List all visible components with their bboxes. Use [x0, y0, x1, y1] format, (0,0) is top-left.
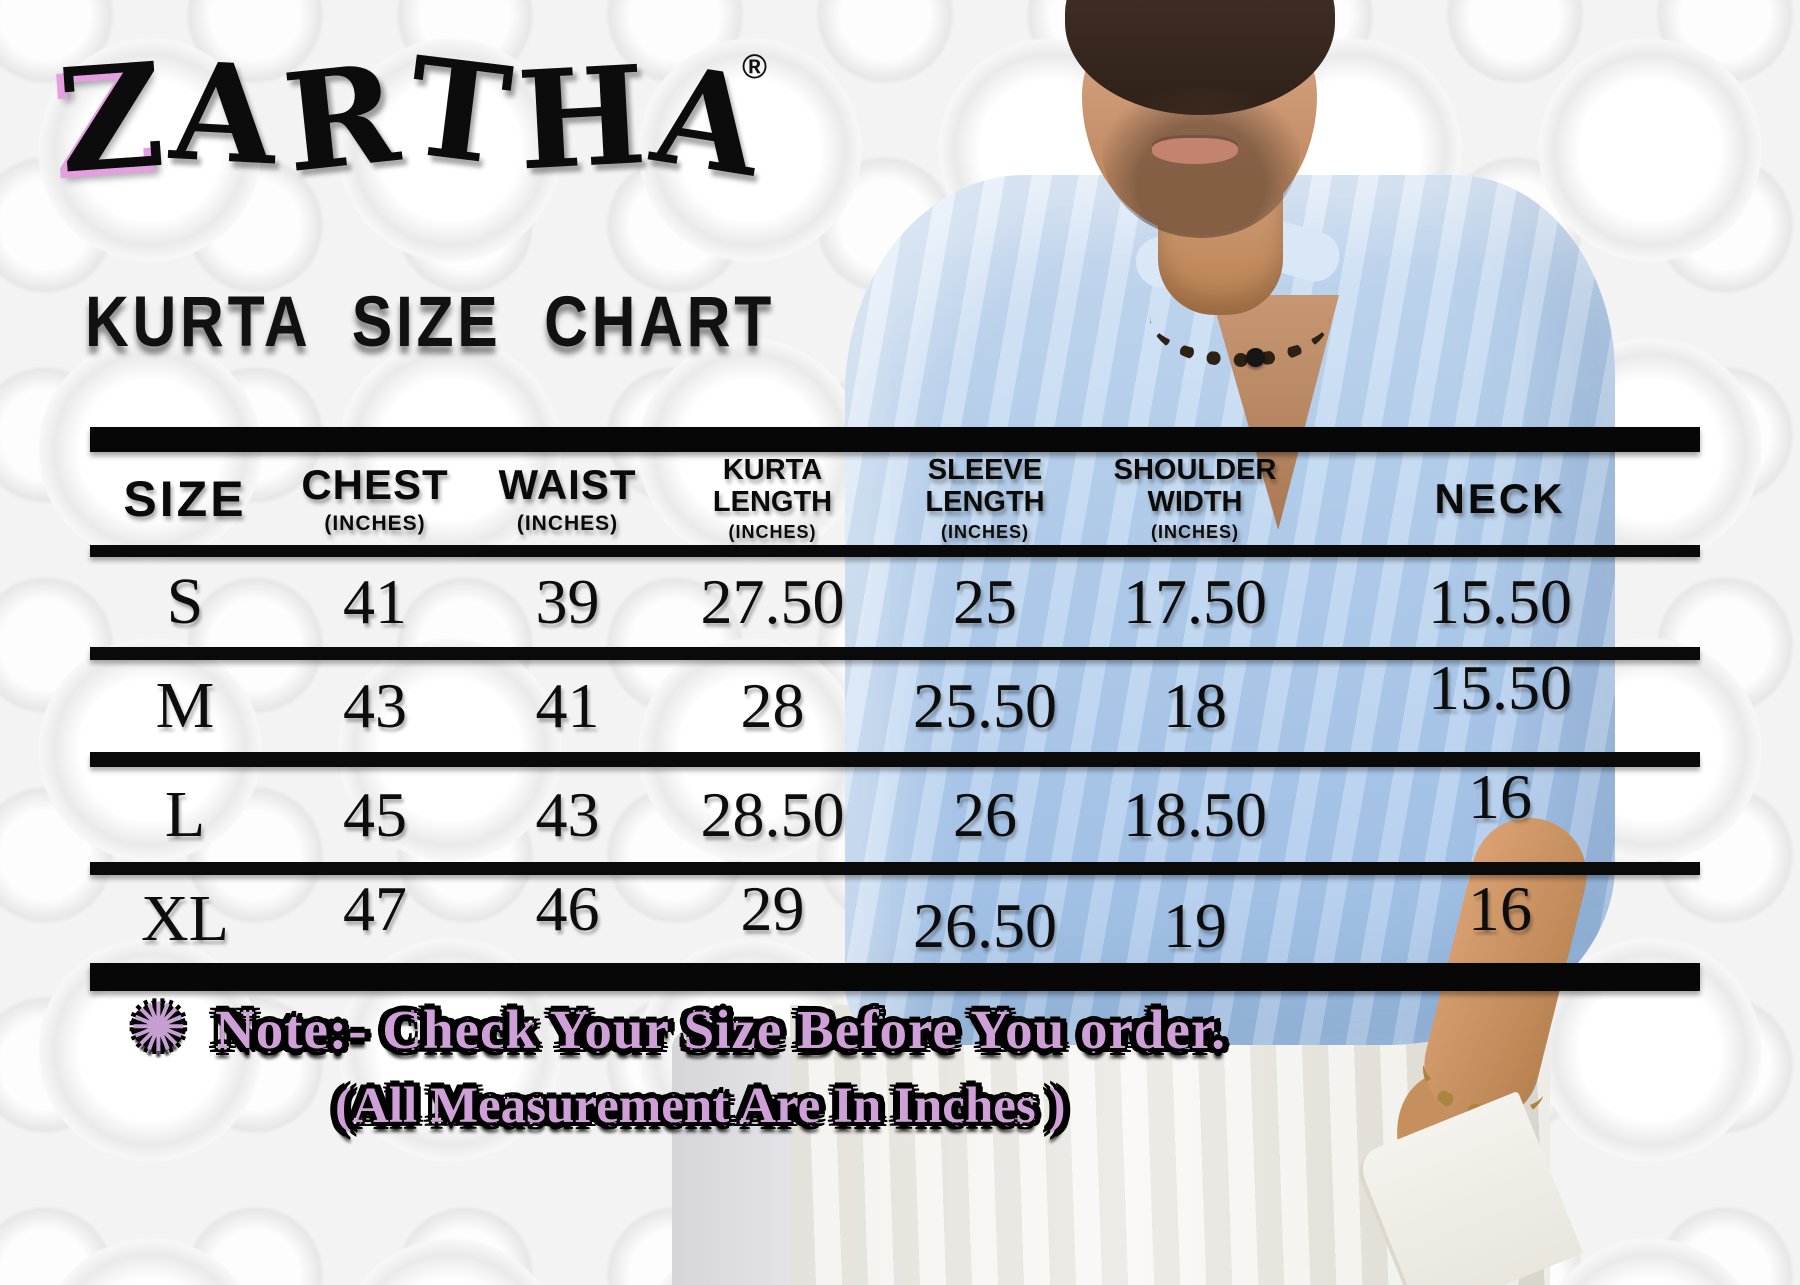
measurement-cell: 45	[343, 778, 407, 850]
measurement-cell: 18.50	[1123, 778, 1267, 850]
logo-letter: A	[166, 31, 290, 196]
table-divider	[90, 545, 1700, 557]
logo-letter: Z	[53, 29, 180, 206]
measurement-cell: 25	[953, 566, 1017, 637]
note-line-1: ✺ Note:- Check Your Size Before You orde…	[130, 989, 1225, 1068]
row-M: M 43 41 28 25.50 18 15.50	[90, 652, 1700, 752]
row-L: L 45 43 28.50 26 18.50 16	[90, 761, 1700, 862]
measurement-cell: 47	[343, 873, 407, 944]
measurement-cell: 17.50	[1123, 566, 1267, 637]
table-header-row: SIZE CHEST (INCHES) WAIST (INCHES) KURTA…	[90, 452, 1700, 545]
size-cell: XL	[141, 882, 229, 955]
starburst-icon: ✺	[130, 989, 187, 1068]
measurement-cell: 39	[535, 566, 600, 637]
model-lips	[1152, 138, 1238, 164]
measurement-cell: 19	[1163, 890, 1227, 961]
column-header-sleeve-length: SLEEVE LENGTH (INCHES)	[925, 453, 1045, 543]
measurement-cell: 41	[343, 566, 407, 637]
size-cell: S	[166, 565, 204, 638]
measurement-cell: 29	[740, 873, 805, 944]
measurement-cell: 43	[343, 670, 407, 741]
shirt-button	[1246, 348, 1265, 367]
measurement-cell: 43	[535, 778, 600, 850]
table-top-bar	[90, 427, 1700, 452]
size-table: SIZE CHEST (INCHES) WAIST (INCHES) KURTA…	[90, 427, 1700, 991]
measurement-cell: 16	[1468, 760, 1532, 832]
table-divider	[90, 752, 1700, 767]
column-header-size: SIZE	[123, 470, 247, 527]
measurement-cell: 26	[953, 778, 1017, 850]
note-line-2: (All Measurement Are In Inches )	[335, 1078, 1066, 1134]
table-divider	[90, 647, 1700, 660]
column-header-chest: CHEST (INCHES)	[301, 460, 449, 536]
pants-back-leg	[672, 1030, 807, 1285]
measurement-cell: 28	[740, 670, 805, 741]
column-header-kurta-length: KURTA LENGTH (INCHES)	[712, 453, 833, 543]
measurement-cell: 18	[1163, 670, 1227, 741]
column-header-neck: NECK	[1434, 474, 1566, 522]
row-S: S 41 39 27.50 25 17.50 15.50	[90, 557, 1700, 647]
logo-letter: T	[398, 25, 528, 198]
logo-letter: R	[277, 32, 416, 203]
row-XL: XL 47 46 29 26.50 19 16	[90, 873, 1700, 963]
measurement-cell: 27.50	[700, 566, 845, 637]
size-cell: L	[164, 777, 206, 851]
table-bottom-bar	[90, 963, 1700, 991]
measurement-cell: 26.50	[913, 890, 1057, 961]
brand-logo: ZARTHA	[53, 26, 781, 209]
note-text: Note:- Check Your Size Before You order.	[214, 998, 1226, 1060]
table-divider	[90, 862, 1700, 875]
measurement-cell: 25.50	[913, 670, 1057, 741]
measurement-cell: 15.50	[1428, 652, 1572, 723]
note-block: ✺ Note:- Check Your Size Before You orde…	[130, 989, 1225, 1135]
column-header-shoulder-width: SHOULDER WIDTH (INCHES)	[1113, 453, 1277, 543]
measurement-cell: 15.50	[1428, 566, 1572, 637]
measurement-cell: 46	[535, 873, 600, 944]
measurement-cell: 41	[535, 670, 600, 741]
logo-letter: H	[513, 34, 660, 201]
measurement-cell: 16	[1468, 873, 1532, 944]
size-cell: M	[155, 669, 215, 742]
registered-trademark-icon: ®	[742, 48, 768, 86]
measurement-cell: 28.50	[700, 778, 845, 850]
column-header-waist: WAIST (INCHES)	[498, 460, 637, 536]
page-title: KURTA SIZE CHART	[85, 281, 775, 361]
